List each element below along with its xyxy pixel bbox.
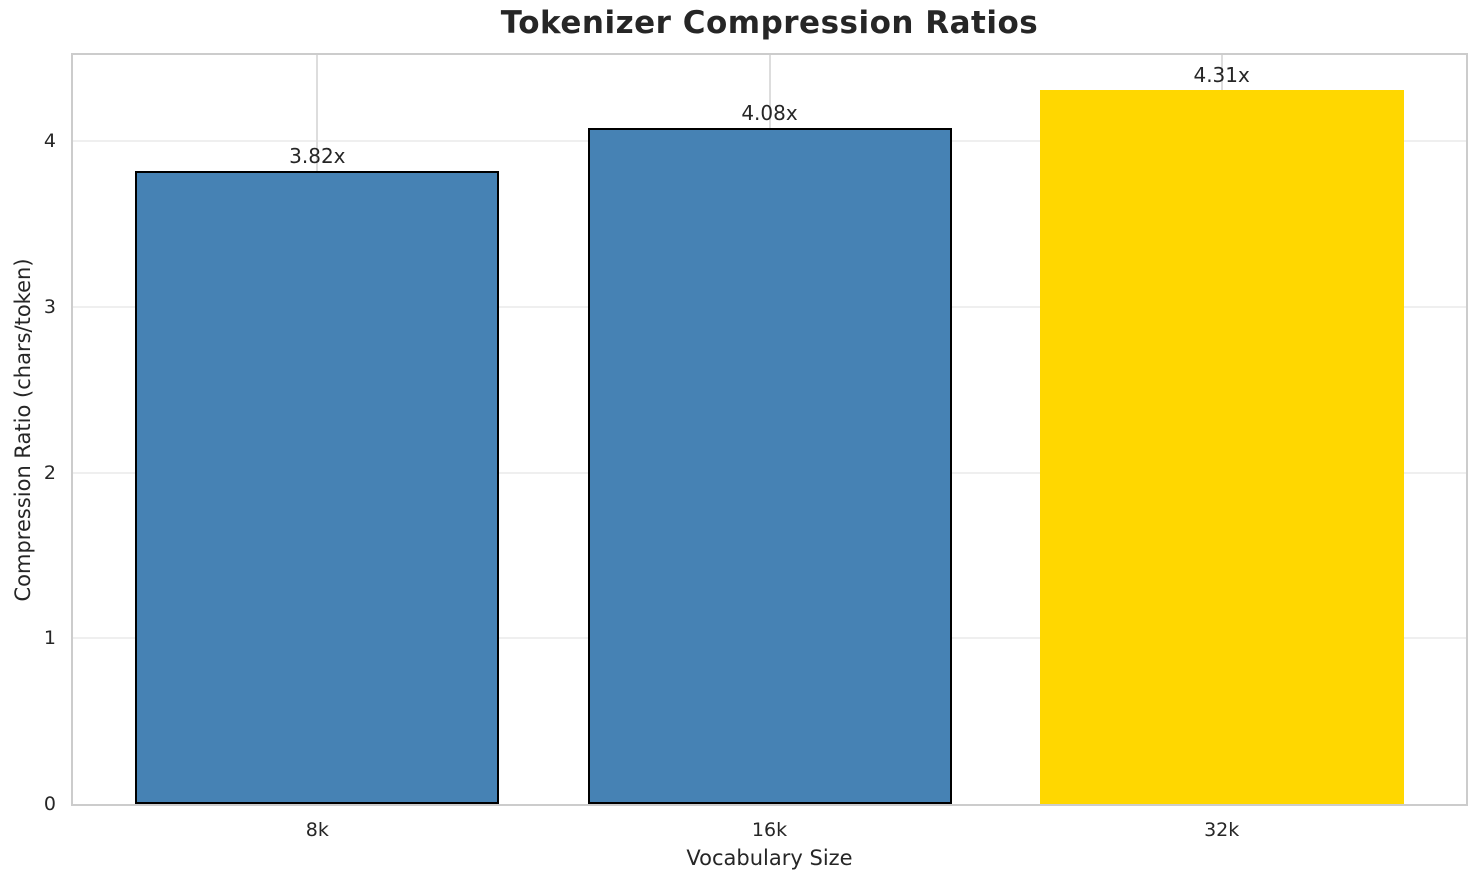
- y-tick-label: 0: [43, 793, 56, 815]
- bar-8k: [135, 171, 500, 804]
- y-tick-label: 1: [43, 627, 56, 650]
- bar-value-label: 4.08x: [741, 100, 798, 125]
- y-tick-label: 3: [43, 295, 56, 318]
- y-tick-label: 2: [43, 461, 56, 484]
- y-tick-label: 4: [43, 130, 56, 153]
- x-tick-label: 8k: [305, 819, 329, 841]
- bar-value-label: 3.82x: [289, 144, 346, 168]
- x-tick-label: 32k: [1204, 819, 1240, 841]
- x-tick-label: 16k: [751, 819, 788, 841]
- plot-area: 3.82x 4.08x 4.31x: [71, 53, 1468, 806]
- bar-value-label: 4.31x: [1193, 62, 1250, 87]
- chart-title: Tokenizer Compression Ratios: [500, 5, 1039, 41]
- bar-32k: [1039, 89, 1404, 804]
- bar-16k: [587, 127, 952, 804]
- x-axis-label: Vocabulary Size: [686, 846, 853, 870]
